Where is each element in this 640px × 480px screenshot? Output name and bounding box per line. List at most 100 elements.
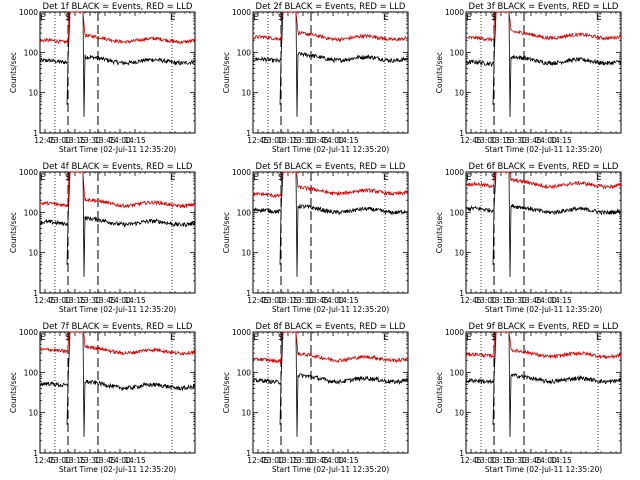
y-tick-label: 100 <box>24 48 39 57</box>
interval-marker: E <box>466 173 472 183</box>
y-tick-label: 10 <box>28 249 38 258</box>
x-tick-label: 13:00 <box>262 136 284 145</box>
y-tick-label: 100 <box>237 368 252 377</box>
series-line-events <box>39 11 196 117</box>
series-line-events <box>252 331 409 437</box>
x-tick-label: 13:15 <box>490 296 512 305</box>
y-tick-label: 10 <box>241 89 251 98</box>
detector-panel-1: Det 1f BLACK = Events, RED = LLD 1 10 100 10… <box>9 2 196 154</box>
x-tick-label: 14:00 <box>535 296 557 305</box>
x-tick-label: 13:30 <box>505 296 527 305</box>
y-axis-label: Counts/sec <box>222 212 231 253</box>
interval-marker: E <box>40 173 46 183</box>
x-tick-label: 14:00 <box>322 296 344 305</box>
x-tick-label: 14:15 <box>124 296 146 305</box>
x-tick-label: 13:00 <box>262 296 284 305</box>
x-tick-label: 13:30 <box>505 456 527 465</box>
detector-panel-5: Det 5f BLACK = Events, RED = LLD 1 10 100 10… <box>222 162 409 314</box>
x-axis-label: Start Time (02-Jul-11 12:35:20) <box>272 145 389 154</box>
x-tick-label: 13:00 <box>475 136 497 145</box>
series-line-lld <box>252 11 409 43</box>
interval-marker: E <box>253 173 259 183</box>
panel-title: Det 4f BLACK = Events, RED = LLD <box>43 162 193 172</box>
y-tick-label: 1 <box>246 129 251 138</box>
y-tick-label: 1 <box>33 289 38 298</box>
y-tick-label: 1000 <box>445 168 464 177</box>
plot-frame <box>252 331 409 454</box>
y-tick-label: 1000 <box>445 328 464 337</box>
x-axis-label: Start Time (02-Jul-11 12:35:20) <box>272 305 389 314</box>
x-tick-label: 13:45 <box>520 296 542 305</box>
series-line-events <box>252 171 409 277</box>
panel-title: Det 3f BLACK = Events, RED = LLD <box>469 2 619 12</box>
y-tick-label: 100 <box>450 368 465 377</box>
x-tick-label: 13:00 <box>475 456 497 465</box>
y-tick-label: 1 <box>459 449 464 458</box>
series-line-lld <box>252 331 409 365</box>
interval-marker: E <box>170 333 176 343</box>
x-tick-label: 13:15 <box>64 136 86 145</box>
panel-title: Det 2f BLACK = Events, RED = LLD <box>256 2 406 12</box>
detector-panel-6: Det 6f BLACK = Events, RED = LLD 1 10 100 10… <box>435 162 622 314</box>
plot-frame <box>465 331 622 454</box>
y-tick-label: 1 <box>33 449 38 458</box>
x-axis-label: Start Time (02-Jul-11 12:35:20) <box>485 145 602 154</box>
interval-marker: S <box>278 333 284 343</box>
y-tick-label: 10 <box>454 249 464 258</box>
series-line-lld <box>39 171 196 209</box>
x-tick-label: 14:15 <box>124 136 146 145</box>
panel-title: Det 5f BLACK = Events, RED = LLD <box>256 162 406 172</box>
panel-title: Det 6f BLACK = Events, RED = LLD <box>469 162 619 172</box>
interval-marker: E <box>596 13 602 23</box>
y-tick-label: 100 <box>450 48 465 57</box>
series-line-events <box>465 171 622 277</box>
panel-title: Det 9f BLACK = Events, RED = LLD <box>469 322 619 332</box>
y-tick-label: 1 <box>246 449 251 458</box>
x-tick-label: 12:45 <box>34 296 56 305</box>
detector-panel-3: Det 3f BLACK = Events, RED = LLD 1 10 100 10… <box>435 2 622 154</box>
y-axis-label: Counts/sec <box>9 212 18 253</box>
series-line-lld <box>39 331 196 356</box>
y-tick-label: 10 <box>454 409 464 418</box>
x-tick-label: 12:45 <box>34 136 56 145</box>
x-tick-label: 13:00 <box>475 296 497 305</box>
x-tick-label: 13:45 <box>94 296 116 305</box>
interval-marker: E <box>253 13 259 23</box>
interval-marker: E <box>466 13 472 23</box>
y-tick-label: 100 <box>237 208 252 217</box>
series-line-lld <box>465 11 622 43</box>
series-line-lld <box>465 331 622 360</box>
interval-marker: S <box>491 333 497 343</box>
y-axis-label: Counts/sec <box>435 372 444 413</box>
x-tick-label: 14:00 <box>109 456 131 465</box>
interval-marker: E <box>40 333 46 343</box>
x-tick-label: 14:15 <box>550 296 572 305</box>
y-tick-label: 10 <box>241 409 251 418</box>
plot-frame <box>465 171 622 294</box>
x-tick-label: 13:30 <box>292 296 314 305</box>
y-tick-label: 100 <box>237 48 252 57</box>
x-tick-label: 12:45 <box>460 456 482 465</box>
x-tick-label: 13:15 <box>64 296 86 305</box>
interval-marker: E <box>596 173 602 183</box>
y-tick-label: 1000 <box>19 328 38 337</box>
x-tick-label: 13:45 <box>94 136 116 145</box>
detector-panel-8: Det 8f BLACK = Events, RED = LLD 1 10 100 10… <box>222 322 409 474</box>
plot-frame <box>39 171 196 294</box>
x-tick-label: 13:30 <box>79 456 101 465</box>
x-tick-label: 14:15 <box>337 296 359 305</box>
interval-marker: S <box>65 333 71 343</box>
x-tick-label: 12:45 <box>34 456 56 465</box>
y-tick-label: 100 <box>24 368 39 377</box>
y-tick-label: 100 <box>24 208 39 217</box>
x-tick-label: 14:15 <box>337 456 359 465</box>
y-axis-label: Counts/sec <box>9 372 18 413</box>
x-tick-label: 13:30 <box>79 136 101 145</box>
series-line-events <box>252 11 409 117</box>
interval-marker: S <box>491 13 497 23</box>
detector-panel-7: Det 7f BLACK = Events, RED = LLD 1 10 100 10… <box>9 322 196 474</box>
y-axis-label: Counts/sec <box>222 52 231 93</box>
y-tick-label: 10 <box>241 249 251 258</box>
x-tick-label: 12:45 <box>247 296 269 305</box>
